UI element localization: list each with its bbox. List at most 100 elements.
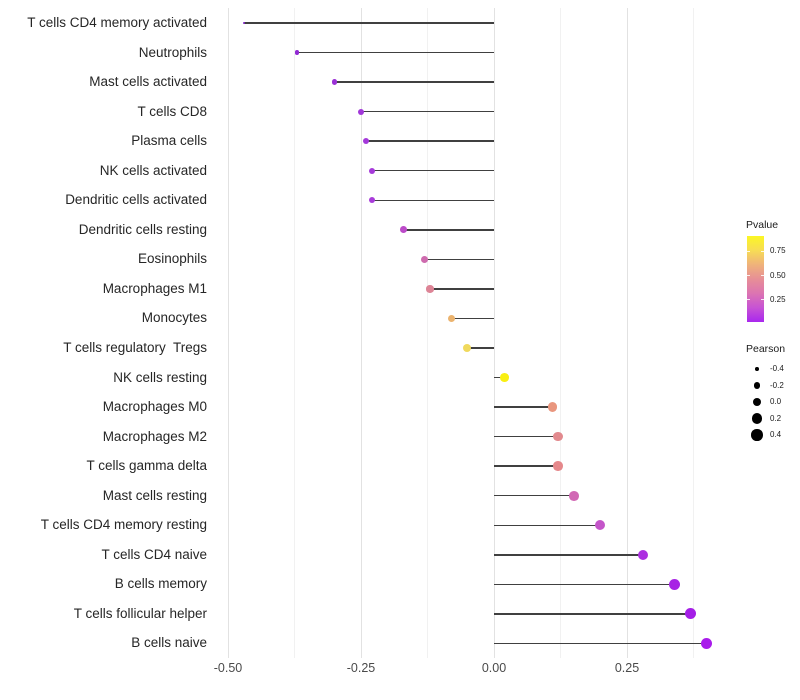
colorbar-tick-mark — [747, 275, 750, 277]
lollipop-dot — [421, 255, 429, 263]
colorbar-tick-mark — [761, 299, 764, 301]
y-axis-label: Monocytes — [141, 310, 207, 326]
pearson-legend-dot — [752, 397, 762, 407]
lollipop-dot — [368, 197, 375, 204]
lollipop-dot — [500, 373, 509, 382]
lollipop-stem — [494, 465, 558, 467]
y-axis-label: T cells follicular helper — [73, 605, 207, 621]
pearson-legend-dot — [751, 413, 762, 424]
lollipop-stem — [494, 376, 505, 379]
y-axis-label: Macrophages M0 — [102, 399, 207, 415]
y-axis-label: Neutrophils — [138, 44, 207, 60]
lollipop-dot — [547, 402, 558, 412]
x-axis-tick-label: 0.00 — [481, 661, 507, 675]
pearson-legend-dot — [755, 367, 759, 371]
lollipop-stem — [371, 199, 494, 201]
pvalue-colorbar — [747, 236, 764, 322]
lollipop-stem — [361, 110, 494, 113]
minor-gridline — [560, 8, 561, 658]
lollipop-stem — [403, 229, 494, 231]
lollipop-stem — [494, 554, 643, 556]
lollipop-dot — [637, 549, 649, 561]
lollipop-dot — [701, 637, 713, 650]
lollipop-stem — [366, 140, 494, 142]
lollipop-dot — [295, 50, 300, 55]
colorbar-tick-mark — [761, 250, 764, 252]
lollipop-stem — [494, 524, 601, 526]
y-axis-label: Eosinophils — [137, 251, 207, 267]
x-axis-tick-label: 0.25 — [614, 661, 640, 675]
y-axis-label: B cells naive — [131, 635, 207, 651]
lollipop-dot — [595, 520, 606, 531]
lollipop-dot — [358, 108, 364, 115]
pearson-legend-dot — [751, 429, 763, 441]
pvalue-tick-label: 0.50 — [770, 270, 786, 280]
lollipop-stem — [451, 317, 494, 320]
y-axis-label: Dendritic cells resting — [78, 221, 207, 237]
lollipop-dot — [685, 608, 697, 620]
lollipop-dot — [553, 461, 563, 471]
major-gridline — [360, 8, 362, 658]
y-axis-label: Macrophages M1 — [102, 280, 207, 296]
pvalue-tick-label: 0.75 — [770, 246, 786, 256]
lollipop-stem — [424, 258, 494, 261]
y-axis-label: T cells regulatory Tregs — [63, 339, 207, 355]
lollipop-stem — [494, 406, 553, 408]
pearson-legend-label: -0.4 — [770, 364, 784, 373]
minor-gridline — [693, 8, 694, 658]
pearson-legend-label: 0.0 — [770, 397, 782, 406]
lollipop-dot — [568, 490, 579, 501]
lollipop-stem — [430, 288, 494, 290]
lollipop-dot — [426, 285, 434, 293]
lollipop-stem — [243, 22, 494, 24]
y-axis-label: Plasma cells — [131, 133, 207, 149]
major-gridline — [493, 8, 495, 658]
lollipop-stem — [334, 81, 494, 83]
pearson-legend-label: -0.2 — [770, 380, 784, 390]
lollipop-dot — [463, 343, 472, 352]
y-axis-label: Mast cells resting — [102, 487, 207, 503]
lollipop-stem — [494, 435, 558, 438]
y-axis-label: T cells CD8 — [137, 103, 207, 119]
lollipop-stem — [494, 495, 574, 497]
lollipop-dot — [363, 138, 370, 145]
y-axis-label: Macrophages M2 — [102, 428, 207, 444]
pearson-legend-dot — [753, 382, 761, 389]
pearson-legend-label: 0.4 — [770, 430, 782, 439]
lollipop-stem — [467, 347, 494, 349]
x-axis-tick-label: -0.25 — [346, 661, 376, 675]
lollipop-stem — [494, 613, 691, 615]
lollipop-stem — [297, 51, 494, 54]
y-axis-label: T cells gamma delta — [86, 458, 207, 474]
y-axis-label: T cells CD4 memory resting — [40, 517, 207, 533]
lollipop-dot — [368, 167, 375, 174]
major-gridline — [626, 8, 628, 658]
colorbar-tick-mark — [747, 299, 750, 301]
pvalue-tick-label: 0.25 — [770, 294, 786, 304]
major-gridline — [227, 8, 229, 658]
x-axis-tick-label: -0.50 — [213, 661, 243, 675]
y-axis-label: T cells CD4 naive — [101, 546, 207, 562]
colorbar-tick-mark — [747, 250, 750, 252]
lollipop-dot — [553, 431, 563, 442]
lollipop-dot — [400, 226, 407, 234]
pvalue-legend-title: Pvalue — [746, 219, 779, 231]
y-axis-label: NK cells resting — [113, 369, 207, 385]
y-axis-label: NK cells activated — [99, 162, 207, 178]
y-axis-label: B cells memory — [114, 576, 207, 592]
y-axis-label: Mast cells activated — [89, 74, 207, 90]
minor-gridline — [427, 8, 428, 658]
lollipop-stem — [494, 642, 707, 645]
y-axis-label: Dendritic cells activated — [65, 192, 207, 208]
pearson-legend-label: 0.2 — [770, 413, 782, 423]
lollipop-dot — [331, 79, 338, 85]
y-axis-label: T cells CD4 memory activated — [27, 15, 207, 30]
lollipop-dot — [447, 314, 456, 323]
lollipop-stem — [371, 170, 494, 172]
minor-gridline — [294, 8, 295, 658]
pearson-legend-title: Pearson — [746, 343, 786, 355]
colorbar-tick-mark — [761, 275, 764, 277]
lollipop-dot — [669, 578, 681, 590]
